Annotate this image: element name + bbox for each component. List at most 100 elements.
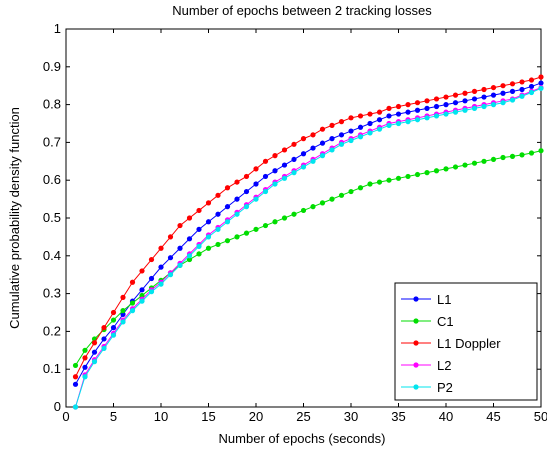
data-point (91, 349, 98, 355)
data-point (234, 211, 240, 217)
data-point (148, 289, 155, 295)
data-point (348, 137, 354, 144)
x-tick-label: 20 (249, 409, 263, 424)
data-point (91, 359, 98, 365)
series-l1-doppler (72, 74, 544, 380)
data-point (329, 196, 335, 202)
data-point (519, 93, 525, 99)
data-point (405, 109, 411, 115)
data-point (490, 84, 497, 91)
data-point (243, 230, 250, 236)
y-tick-label: 0.2 (43, 323, 61, 338)
data-point (528, 150, 535, 156)
data-point (414, 171, 421, 178)
data-point (243, 173, 250, 180)
data-point (338, 132, 345, 138)
data-point (462, 107, 468, 113)
data-point (509, 88, 516, 94)
data-point (120, 319, 126, 325)
data-point (291, 156, 297, 163)
data-point (139, 287, 145, 293)
data-point (357, 134, 364, 140)
y-tick-label: 0.8 (43, 97, 61, 112)
data-point (101, 345, 107, 352)
data-point (395, 103, 402, 110)
data-point (462, 98, 468, 104)
data-point (433, 96, 440, 102)
x-tick-label: 50 (534, 409, 547, 424)
data-point (262, 222, 269, 229)
data-point (272, 168, 278, 174)
data-point (500, 90, 506, 96)
data-point (471, 105, 478, 111)
data-point (338, 141, 345, 147)
x-tick-label: 40 (439, 409, 453, 424)
data-point (310, 132, 316, 138)
data-point (253, 226, 259, 232)
x-tick-label: 25 (296, 409, 310, 424)
data-point (281, 215, 288, 221)
data-point (490, 92, 497, 98)
data-point (452, 100, 459, 106)
data-point (376, 117, 383, 123)
data-point (224, 219, 231, 225)
data-point (243, 188, 250, 195)
data-point (215, 192, 221, 198)
legend-label: L2 (437, 358, 451, 373)
y-tick-label: 0.1 (43, 361, 61, 376)
y-tick-label: 0.3 (43, 286, 61, 301)
data-point (528, 89, 535, 96)
data-point (452, 109, 459, 115)
data-point (481, 103, 487, 110)
data-point (196, 207, 202, 214)
data-point (509, 81, 516, 87)
series-layer (72, 74, 544, 410)
data-point (291, 170, 297, 176)
y-tick-label: 1 (54, 21, 61, 36)
y-tick-label: 0.7 (43, 134, 61, 149)
data-point (215, 241, 221, 248)
data-point (519, 79, 525, 85)
data-point (310, 145, 316, 151)
x-tick-label: 45 (486, 409, 500, 424)
data-point (319, 200, 326, 206)
legend-label: L1 Doppler (437, 336, 501, 351)
data-point (148, 256, 155, 263)
data-point (158, 264, 164, 270)
data-point (205, 245, 212, 251)
data-point (357, 185, 364, 191)
data-point (348, 188, 354, 195)
data-point (281, 147, 288, 153)
data-point (376, 179, 383, 185)
chart-title: Number of epochs between 2 tracking loss… (172, 3, 432, 18)
y-axis-ticks: 0 0.1 0.2 0.3 0.4 0.5 0.6 0.7 0.8 0.9 1 (43, 21, 541, 414)
data-point (519, 86, 525, 93)
data-point (120, 311, 126, 317)
data-point (395, 175, 402, 181)
y-tick-label: 0.4 (43, 248, 61, 263)
y-tick-label: 0 (54, 399, 61, 414)
data-point (91, 340, 98, 346)
data-point (348, 115, 354, 121)
data-point (500, 154, 506, 161)
data-point (509, 97, 516, 103)
data-point (139, 292, 145, 299)
data-point (129, 300, 136, 306)
data-point (414, 107, 421, 113)
x-axis-label: Number of epochs (seconds) (219, 431, 386, 446)
x-tick-label: 10 (154, 409, 168, 424)
data-point (538, 85, 544, 91)
series-l1 (72, 80, 544, 387)
data-point (139, 298, 145, 304)
data-point (177, 262, 183, 268)
legend-marker (413, 340, 419, 346)
data-point (329, 147, 335, 153)
data-point (186, 236, 193, 242)
x-tick-label: 35 (391, 409, 405, 424)
data-point (443, 94, 449, 100)
data-point (82, 347, 88, 353)
data-point (224, 204, 231, 210)
data-point (215, 211, 221, 217)
x-tick-label: 15 (201, 409, 215, 424)
data-point (405, 119, 411, 125)
